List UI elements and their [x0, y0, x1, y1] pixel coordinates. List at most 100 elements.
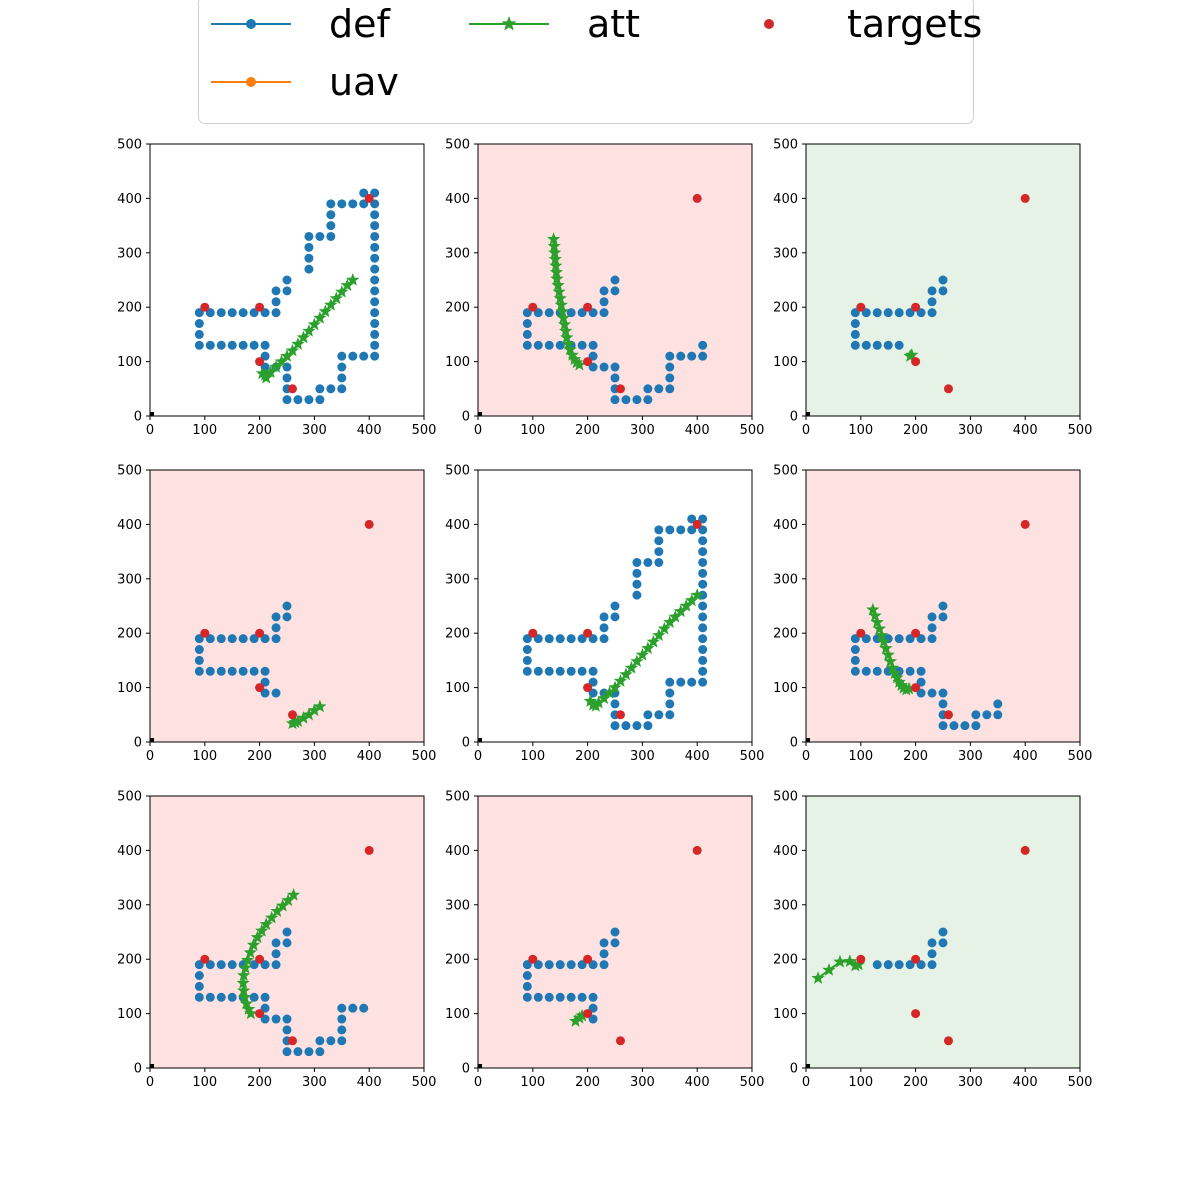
- def-point: [205, 992, 215, 1002]
- x-tick-label: 300: [958, 423, 983, 438]
- y-tick-label: 100: [117, 1007, 142, 1022]
- def-point: [260, 351, 270, 361]
- y-tick-label: 200: [117, 301, 142, 316]
- y-tick-label: 0: [462, 736, 470, 751]
- x-tick-label: 100: [848, 749, 873, 764]
- def-point: [370, 351, 380, 361]
- x-tick-label: 0: [146, 1075, 154, 1090]
- def-point: [555, 960, 565, 970]
- def-point: [359, 351, 369, 361]
- def-point: [577, 634, 587, 644]
- x-tick-label: 100: [192, 1075, 217, 1090]
- y-tick-label: 500: [773, 138, 798, 153]
- def-point: [927, 612, 937, 622]
- att-point: [565, 348, 579, 361]
- def-point: [938, 601, 948, 611]
- subplot-9: 0 100 200 300 400 500 0 100 200 300 400 500: [773, 790, 1092, 1091]
- x-tick-label: 500: [740, 1075, 765, 1090]
- def-point: [588, 634, 598, 644]
- def-point: [850, 634, 860, 644]
- def-point: [249, 960, 259, 970]
- def-point: [588, 666, 598, 676]
- target-point: [255, 302, 265, 312]
- def-point: [282, 938, 292, 948]
- def-point: [566, 308, 576, 318]
- target-point: [255, 357, 265, 367]
- target-point: [528, 302, 538, 312]
- def-point: [533, 340, 543, 350]
- att-point: [307, 317, 322, 331]
- att-point: [663, 615, 677, 628]
- def-point: [522, 645, 532, 655]
- legend-swatch-targets: [764, 19, 774, 29]
- def-point: [850, 666, 860, 676]
- def-point: [282, 286, 292, 296]
- def-point: [370, 286, 380, 296]
- y-tick-label: 100: [773, 355, 798, 370]
- def-point: [216, 960, 226, 970]
- att-point: [270, 904, 284, 917]
- def-point: [566, 960, 576, 970]
- x-tick-label: 400: [685, 1075, 710, 1090]
- def-point: [282, 601, 292, 611]
- subplot-5: 0 100 200 300 400 500 0 100 200 300 400 500: [445, 464, 764, 765]
- def-point: [337, 1036, 347, 1046]
- x-tick-label: 500: [1068, 749, 1093, 764]
- x-tick-label: 100: [192, 423, 217, 438]
- def-point: [238, 308, 248, 318]
- def-point: [927, 623, 937, 633]
- y-tick-label: 500: [773, 790, 798, 805]
- y-tick-label: 400: [117, 518, 142, 533]
- att-point: [905, 348, 919, 361]
- y-tick-label: 200: [773, 953, 798, 968]
- def-point: [370, 199, 380, 209]
- def-point: [916, 960, 926, 970]
- def-point: [599, 308, 609, 318]
- def-point: [260, 992, 270, 1002]
- y-tick-label: 300: [445, 898, 470, 913]
- x-tick-label: 0: [802, 423, 810, 438]
- def-point: [260, 666, 270, 676]
- def-point: [643, 395, 653, 405]
- att-point: [583, 694, 597, 707]
- origin-marker: [478, 1064, 482, 1068]
- att-point: [624, 661, 639, 674]
- x-tick-label: 500: [412, 1075, 437, 1090]
- y-tick-label: 500: [445, 464, 470, 479]
- att-point: [652, 628, 666, 642]
- x-tick-label: 100: [520, 1075, 545, 1090]
- def-point: [533, 634, 543, 644]
- def-point: [654, 547, 664, 557]
- target-point: [692, 193, 702, 203]
- def-point: [337, 351, 347, 361]
- def-point: [227, 634, 237, 644]
- def-point: [227, 960, 237, 970]
- def-point: [971, 721, 981, 731]
- att-point: [547, 239, 561, 252]
- att-point: [902, 681, 916, 695]
- att-point: [296, 330, 311, 344]
- x-tick-label: 100: [848, 1075, 873, 1090]
- target-point: [364, 845, 374, 855]
- def-point: [522, 308, 532, 318]
- x-tick-label: 200: [903, 749, 928, 764]
- origin-marker: [150, 738, 154, 742]
- att-point: [641, 641, 655, 655]
- att-point: [888, 666, 902, 680]
- def-point: [916, 688, 926, 698]
- def-point: [271, 1014, 281, 1024]
- y-tick-label: 300: [445, 572, 470, 587]
- def-point: [861, 308, 871, 318]
- def-point: [698, 525, 708, 535]
- def-point: [577, 960, 587, 970]
- target-point: [1020, 845, 1030, 855]
- def-point: [850, 645, 860, 655]
- def-point: [883, 340, 893, 350]
- att-point: [552, 284, 566, 298]
- att-point: [549, 265, 564, 279]
- def-point: [698, 623, 708, 633]
- def-point: [194, 308, 204, 318]
- def-point: [610, 275, 620, 285]
- legend-item-uav: uav: [211, 63, 399, 101]
- def-point: [544, 992, 554, 1002]
